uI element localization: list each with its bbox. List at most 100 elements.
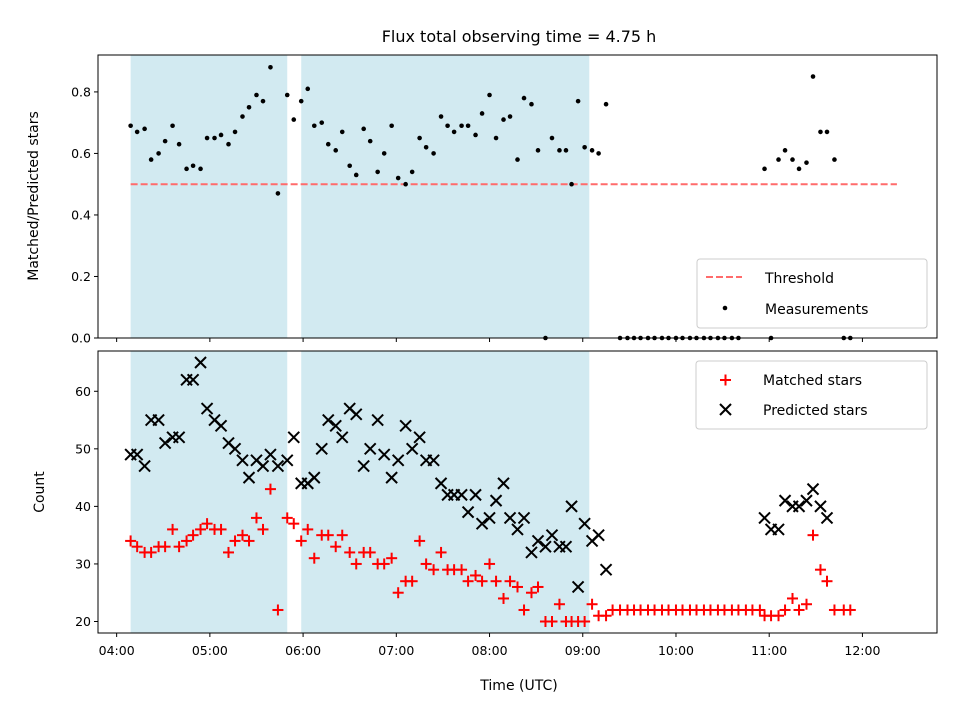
measurement-point (507, 114, 513, 119)
measurement-point (128, 123, 133, 129)
measurement-point (311, 123, 317, 129)
measurement-point (162, 138, 168, 144)
measurement-point (535, 148, 541, 153)
measurement-point (381, 151, 387, 156)
measurement-point (232, 129, 238, 135)
measurement-point (375, 169, 380, 175)
measurement-point (184, 166, 189, 172)
matched-star-point (330, 541, 342, 553)
x-tick-label: 10:00 (658, 643, 694, 658)
y-tick-label: 20 (75, 614, 91, 629)
predicted-star-point (539, 540, 552, 553)
predicted-star-point (427, 454, 440, 467)
matched-stars-points (125, 483, 856, 627)
measurement-point (291, 117, 297, 122)
predicted-star-point (391, 454, 405, 467)
matched-star-point (435, 546, 447, 558)
predicted-star-point (264, 448, 277, 461)
predicted-star-point (308, 471, 321, 484)
matched-star-point (272, 604, 284, 616)
predicted-star-point (806, 482, 820, 496)
matched-star-point (344, 546, 356, 558)
matched-star-point (462, 575, 474, 587)
matched-star-point (167, 523, 179, 535)
y-tick-label: 0.6 (71, 146, 91, 161)
predicted-star-point (281, 454, 294, 467)
measurement-point (459, 123, 464, 129)
matched-star-point (532, 581, 544, 593)
matched-star-point (553, 598, 565, 610)
matched-star-point (828, 604, 840, 616)
predicted-star-point (565, 500, 578, 513)
predicted-star-point (820, 511, 834, 525)
matched-star-point (223, 546, 235, 558)
y-axis-ticks: 0.0 0.2 0.4 0.6 0.8 (71, 84, 98, 346)
matched-star-point (288, 518, 300, 530)
predicted-star-point (287, 431, 300, 444)
matched-star-point (392, 587, 404, 599)
matched-star-point (420, 558, 432, 570)
measurement-point (246, 104, 252, 110)
x-axis-ticks: 04:00 05:00 06:00 07:00 08:00 09:00 10:00 11:00… (99, 633, 880, 658)
matched-star-point (579, 615, 591, 627)
observing-window-1 (130, 351, 288, 633)
predicted-star-point (138, 459, 151, 473)
observing-window-1 (130, 55, 288, 338)
matched-star-point (807, 529, 819, 541)
measurement-point (796, 166, 802, 172)
measurement-point (319, 120, 325, 125)
measurement-point (582, 144, 587, 150)
measurement-point (275, 191, 281, 196)
matched-star-point (470, 569, 482, 581)
measurement-point (353, 172, 359, 178)
x-tick-label: 07:00 (378, 643, 414, 658)
matched-star-point (386, 552, 398, 564)
matched-legend-swatch (720, 374, 731, 386)
matched-star-point (518, 604, 530, 616)
matched-star-point (302, 523, 314, 535)
measurement-point (596, 151, 601, 156)
predicted-star-point (475, 517, 489, 530)
measurement-point (501, 117, 506, 122)
measurement-point (395, 175, 401, 181)
measurement-point (218, 132, 224, 138)
predicted-star-point (461, 505, 475, 519)
matched-star-point (250, 512, 262, 524)
x-tick-label: 04:00 (99, 643, 135, 658)
predicted-star-point (194, 356, 207, 369)
predicted-star-point (758, 511, 771, 525)
predicted-legend-label: Predicted stars (763, 403, 868, 419)
predicted-star-point (158, 436, 172, 450)
matched-star-point (525, 587, 537, 599)
measurement-point (260, 98, 266, 104)
predicted-star-point (483, 511, 496, 525)
predicted-star-point (800, 494, 813, 507)
matched-star-point (414, 535, 426, 547)
matched-star-point (779, 604, 791, 616)
measurement-point (142, 126, 147, 132)
measurement-point (818, 129, 823, 135)
predicted-star-point (455, 488, 468, 502)
predicted-star-point (592, 528, 605, 542)
measurement-point (347, 163, 353, 169)
matched-star-point (308, 552, 320, 564)
predicted-star-point (559, 540, 573, 553)
matched-star-point (504, 575, 516, 587)
measurement-point (361, 126, 366, 132)
measurement-point (409, 169, 415, 175)
matched-star-point (787, 592, 799, 604)
measurement-point (148, 157, 154, 162)
matched-star-point (181, 535, 193, 547)
predicted-star-point (214, 419, 228, 433)
measurement-point (156, 151, 161, 156)
x-tick-label: 06:00 (285, 643, 321, 658)
measurement-point (389, 123, 394, 129)
matched-star-point (754, 604, 766, 616)
measurement-point (305, 86, 311, 92)
measurement-point (438, 114, 444, 119)
y-tick-label: 0.8 (71, 84, 91, 99)
predicted-star-point (336, 431, 349, 444)
predicted-star-point (778, 494, 792, 507)
measurement-point (487, 92, 492, 98)
